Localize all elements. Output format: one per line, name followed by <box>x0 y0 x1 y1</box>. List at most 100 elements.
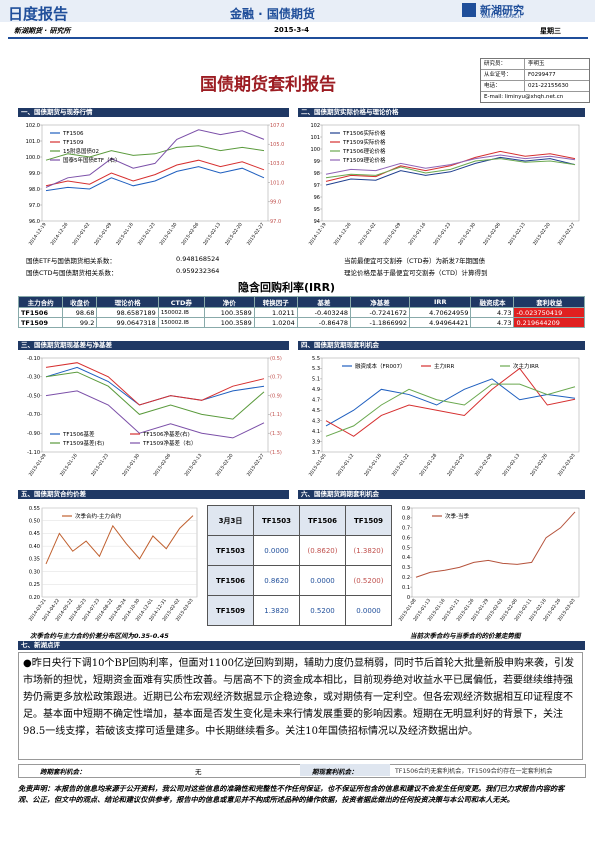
x-tick-label: 2015-02-20 <box>224 222 244 247</box>
y-tick-label: 99.0 <box>29 171 40 177</box>
report-type: 日度报告 <box>8 5 69 23</box>
y2-tick-label: (1.5) <box>270 450 282 456</box>
x-tick-label: 2015-01-23 <box>137 222 157 247</box>
analyst-label: E-mail: liminyu@xhqh.net.cn <box>484 94 564 100</box>
y-tick-label: 0.8 <box>402 516 410 522</box>
cell: 0.8620 <box>253 565 300 596</box>
cell: 1.0204 <box>253 317 298 328</box>
analyst-row: 研究员： 李明玉 <box>481 59 589 70</box>
header-cell: IRR <box>408 296 472 308</box>
x-tick-label: 2014-12-19 <box>28 222 48 247</box>
series-line <box>325 383 576 437</box>
y-tick-label: 3.7 <box>312 450 320 456</box>
y2-tick-label: (1.1) <box>270 412 282 418</box>
x-tick-label: 2015-01-09 <box>28 453 48 478</box>
legend-label: TF1506理论价格 <box>342 147 386 155</box>
section-header: 三、国债期货期现基差与净基差 <box>18 341 289 350</box>
series-line <box>45 159 265 187</box>
series-line <box>325 154 576 175</box>
x-tick-label: 2015-01-09 <box>93 222 113 247</box>
summary-label: 期现套利机会： <box>312 768 358 776</box>
cell: (0.8620) <box>299 535 346 566</box>
series-line <box>325 378 576 427</box>
y-tick-label: -0.10 <box>27 356 40 362</box>
analyst-value: 021-22155630 <box>528 83 569 89</box>
legend-label: TF1506实际价格 <box>342 129 386 137</box>
x-tick-label: 2015-01-30 <box>457 222 477 247</box>
y-tick-label: 100.0 <box>26 155 40 161</box>
note-value: 0.959232364 <box>176 267 220 275</box>
legend-label: 次季合约-主力合约 <box>75 512 121 520</box>
cell: 4.94964421 <box>408 317 472 328</box>
logo-icon <box>462 3 476 17</box>
y2-tick-label: 101.0 <box>270 180 284 186</box>
series-line <box>325 150 576 182</box>
x-tick-label: 2015-03-03 <box>557 453 577 478</box>
matrix-header: 3月3日 TF1503 TF1506 TF1509 <box>207 505 392 536</box>
cell: TF1506 <box>17 307 64 318</box>
y2-tick-label: 107.0 <box>270 123 284 129</box>
top-band <box>0 0 595 22</box>
y-tick-label: 0.30 <box>29 569 40 575</box>
x-tick-label: 2015-01-23 <box>90 453 110 478</box>
series-line <box>45 166 265 192</box>
chart: 3.7 3.9 4.1 4.3 4.5 4.7 4.9 5.1 5.3 5.5 2015-01-05… <box>308 356 580 478</box>
topic: 金融 · 国债期货 <box>230 7 315 21</box>
cell: 0.219644209 <box>513 317 585 328</box>
y-tick-label: 0.3 <box>402 565 410 571</box>
chart: 96.0 97.0 98.0 99.0 100.0 101.0 102.0 97.0 99.0 1… <box>26 123 285 247</box>
header-cell: TF1503 <box>253 505 300 536</box>
cell: TF1506 <box>207 565 254 596</box>
title: 国债期货套利报告 <box>200 75 336 95</box>
y-tick-label: 0.25 <box>29 582 40 588</box>
y-tick-label: 98.0 <box>29 187 40 193</box>
header-cell: 理论价格 <box>96 296 159 308</box>
label-cell <box>300 764 390 776</box>
series-line <box>415 511 576 578</box>
y-tick-label: 100 <box>310 147 320 153</box>
y-tick-label: 96 <box>314 195 320 201</box>
y-tick-label: 0.55 <box>29 506 40 512</box>
x-tick-label: 2015-01-23 <box>432 222 452 247</box>
analyst-row: 电话： 021-22155630 <box>481 81 589 92</box>
header-cell: 主力合约 <box>17 296 64 308</box>
legend-label: 15附息国债02 <box>63 147 99 155</box>
y2-tick-label: (0.7) <box>270 375 282 381</box>
weekday: 星期三 <box>540 27 561 35</box>
cell: -0.403248 <box>296 307 352 318</box>
y-tick-label: 4.3 <box>312 418 320 424</box>
y-tick-label: 5.5 <box>312 356 320 362</box>
series-line <box>45 129 265 188</box>
cell: 150002.IB <box>157 317 205 328</box>
y-tick-label: 3.9 <box>312 439 320 445</box>
cell: 1.3820 <box>253 595 300 626</box>
cell: 1.0211 <box>253 307 298 318</box>
cell: 100.3589 <box>203 307 255 318</box>
y-tick-label: 0.7 <box>402 526 410 532</box>
y2-tick-label: 99.0 <box>270 200 281 206</box>
table-header: 主力合约 收盘价 理论价格 CTD券 净价 转换因子 基差 净基差 IRR 融资成本 套利收益 <box>17 296 585 308</box>
analyst-value: 李明玉 <box>528 61 545 67</box>
cell: TF1503 <box>207 535 254 566</box>
x-tick-label: 2015-02-03 <box>446 453 466 478</box>
x-tick-label: 2014-12-26 <box>333 222 353 247</box>
y-tick-label: 4.5 <box>312 408 320 414</box>
matrix-row: TF1503 0.0000 (0.8620) (1.3820) <box>207 535 392 566</box>
cell: 99.2 <box>62 317 98 328</box>
chart: -0.10 -0.30 -0.50 -0.70 -0.90 -1.10 (0.5) (0.7)… <box>27 356 282 478</box>
header-rule <box>8 37 588 39</box>
y-tick-label: 96.0 <box>29 219 40 225</box>
x-tick-label: 2015-01-12 <box>335 453 355 478</box>
plot-frame <box>411 507 580 598</box>
x-tick-label: 2015-02-20 <box>532 222 552 247</box>
cell: -1.1866992 <box>350 317 410 328</box>
y-tick-label: 5.1 <box>312 377 320 383</box>
x-tick-label: 2015-01-16 <box>407 222 427 247</box>
legend-label: 国泰5年国债ETF（右） <box>63 156 121 164</box>
x-tick-label: 2015-02-27 <box>246 222 266 247</box>
legend-label: TF1506 <box>62 131 84 137</box>
y2-tick-label: (0.5) <box>270 356 282 362</box>
y-tick-label: 0.50 <box>29 519 40 525</box>
legend-label: TF1509基差(右) <box>62 439 104 447</box>
cell: -0.7241672 <box>350 307 410 318</box>
